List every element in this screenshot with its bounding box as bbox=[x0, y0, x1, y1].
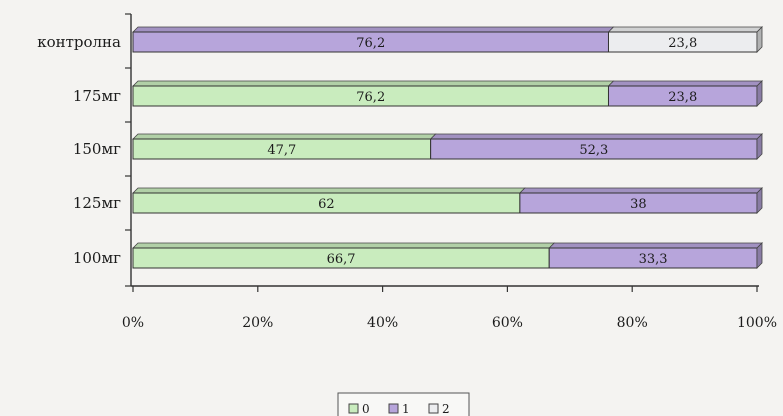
data-label: 52,3 bbox=[579, 143, 608, 158]
bar-side-face bbox=[756, 187, 763, 214]
x-tick-label: 40% bbox=[367, 315, 398, 331]
bar-top-face bbox=[132, 80, 615, 87]
data-label: 76,2 bbox=[356, 36, 385, 51]
x-tick-label: 80% bbox=[617, 315, 648, 331]
x-tick-label: 100% bbox=[737, 315, 777, 331]
bar-side-face bbox=[756, 242, 763, 269]
bar-top-face bbox=[132, 26, 615, 33]
axes-layer: контролна 175мг 150мг 125мг 100мг 0% 20% 40% 60%… bbox=[37, 13, 777, 331]
data-label: 38 bbox=[630, 197, 647, 212]
data-label: 62 bbox=[318, 197, 335, 212]
legend-swatch bbox=[388, 403, 399, 414]
bar-top-face bbox=[607, 26, 763, 33]
bar-side-face bbox=[756, 80, 763, 107]
legend-swatch bbox=[348, 403, 359, 414]
bar-side-face bbox=[756, 133, 763, 160]
bar-top-face bbox=[132, 133, 437, 140]
x-tick-label: 60% bbox=[492, 315, 523, 331]
legend-label: 0 bbox=[362, 402, 370, 416]
bar-top-face bbox=[518, 187, 763, 194]
bar-side-face bbox=[756, 26, 763, 53]
x-tick-label: 0% bbox=[122, 315, 144, 331]
bar-top-face bbox=[132, 187, 526, 194]
category-label: 100мг bbox=[73, 249, 121, 267]
data-label: 23,8 bbox=[668, 36, 697, 51]
category-label: 150мг bbox=[73, 140, 121, 158]
bar-top-face bbox=[607, 80, 763, 87]
legend-label: 1 bbox=[402, 402, 410, 416]
category-label: 175мг bbox=[73, 87, 121, 105]
bar-top-face bbox=[548, 242, 763, 249]
data-label: 47,7 bbox=[267, 143, 296, 158]
x-tick-label: 20% bbox=[242, 315, 273, 331]
data-label: 66,7 bbox=[327, 252, 356, 267]
legend-label: 2 bbox=[442, 402, 450, 416]
legend: 0 1 2 bbox=[337, 392, 470, 416]
bar-top-face bbox=[132, 242, 556, 249]
legend-swatch bbox=[428, 403, 439, 414]
data-label: 23,8 bbox=[668, 90, 697, 105]
bars-layer: 76,2 23,8 76,2 23,8 47,7 52,3 62 38 66,7 33,3 bbox=[132, 26, 763, 269]
data-label: 33,3 bbox=[639, 252, 668, 267]
data-label: 76,2 bbox=[356, 90, 385, 105]
bar-top-face bbox=[429, 133, 763, 140]
category-label: 125мг bbox=[73, 194, 121, 212]
category-label: контролна bbox=[37, 33, 121, 51]
